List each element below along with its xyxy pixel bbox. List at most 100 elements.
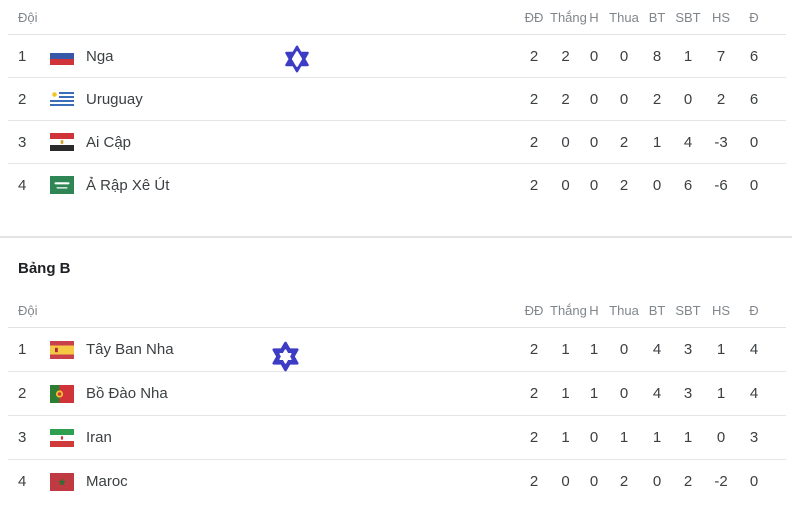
portugal-flag-icon <box>50 384 74 403</box>
stats-cells: 2 2 0 0 8 1 7 6 <box>518 48 786 65</box>
saudi-arabia-flag-icon <box>50 176 74 194</box>
stat-value-1: 0 <box>561 176 570 194</box>
stat-value-2: 0 <box>589 133 599 151</box>
stat-value-2: 0 <box>589 176 599 194</box>
stats-cells: 2 2 0 0 2 0 2 6 <box>518 91 786 108</box>
column-header-6: HS <box>711 303 731 318</box>
stat-value-3: 0 <box>619 385 629 402</box>
rank-number: 3 <box>18 133 27 151</box>
stat-value-0: 2 <box>529 47 539 65</box>
hexagram-marker-icon <box>283 45 311 73</box>
group-b-section: Bảng B Đội ĐĐ Thắng H Thua BT SBT HS Đ 1 Tây Ban Nh… <box>8 256 786 503</box>
stat-value-6: 0 <box>716 429 726 446</box>
table-row[interactable]: 2 Uruguay 2 2 0 0 2 0 2 6 <box>8 78 786 121</box>
table-row[interactable]: 1 Tây Ban Nha 2 1 1 0 4 3 1 4 <box>8 328 786 372</box>
stat-value-6: -3 <box>714 133 728 151</box>
stat-value-7: 0 <box>749 176 759 194</box>
hexagram-marker-icon <box>270 341 301 372</box>
stat-value-6: 1 <box>716 385 726 402</box>
table-header-row: Đội ĐĐ Thắng H Thua BT SBT HS Đ <box>8 0 786 35</box>
stat-value-3: 2 <box>619 176 629 194</box>
stat-value-0: 2 <box>529 90 539 108</box>
stats-header: ĐĐ Thắng H Thua BT SBT HS Đ <box>518 10 786 25</box>
table-row[interactable]: 3 Iran 2 1 0 1 1 1 0 3 <box>8 416 786 460</box>
stat-value-4: 0 <box>652 176 662 194</box>
column-header-5: SBT <box>675 9 701 25</box>
stat-value-5: 3 <box>683 341 693 358</box>
column-header-4: BT <box>648 9 666 25</box>
stat-value-7: 3 <box>749 429 759 446</box>
stat-value-0: 2 <box>529 341 539 358</box>
stat-value-7: 0 <box>749 473 759 490</box>
russia-flag-icon <box>50 47 74 65</box>
table-row[interactable]: 2 Bồ Đào Nha 2 1 1 0 4 3 1 4 <box>8 372 786 416</box>
column-header-7: Đ <box>749 9 759 25</box>
stat-value-4: 8 <box>652 47 662 65</box>
column-header-1: Thắng <box>550 303 587 318</box>
stat-value-2: 0 <box>589 47 599 65</box>
stat-value-3: 0 <box>619 90 629 108</box>
stat-value-4: 2 <box>652 90 662 108</box>
column-header-5: SBT <box>675 303 701 318</box>
stat-value-3: 1 <box>619 429 629 446</box>
table-row[interactable]: 3 Ai Cập 2 0 0 2 1 4 -3 0 <box>8 121 786 164</box>
stat-value-1: 0 <box>561 473 570 490</box>
uruguay-flag-icon <box>50 90 74 108</box>
stat-value-7: 6 <box>749 90 759 108</box>
rank-number: 4 <box>18 176 27 194</box>
stats-cells: 2 1 1 0 4 3 1 4 <box>518 385 786 402</box>
column-header-team: Đội <box>18 9 38 25</box>
stat-value-5: 1 <box>683 47 693 65</box>
stat-value-7: 4 <box>749 341 759 358</box>
egypt-flag-icon <box>50 133 74 151</box>
stat-value-1: 0 <box>561 133 570 151</box>
team-name: Ả Rập Xê Út <box>86 176 170 194</box>
team-name: Maroc <box>86 473 128 490</box>
column-header-7: Đ <box>749 303 759 318</box>
column-header-team: Đội <box>18 303 38 318</box>
column-header-2: H <box>589 303 599 318</box>
stat-value-0: 2 <box>529 385 539 402</box>
table-row[interactable]: 1 Nga 2 2 0 0 8 1 7 6 <box>8 35 786 78</box>
stat-value-2: 0 <box>589 429 599 446</box>
stat-value-5: 6 <box>683 176 693 194</box>
stat-value-5: 4 <box>683 133 693 151</box>
team-name: Ai Cập <box>86 133 132 151</box>
stat-value-4: 4 <box>652 385 662 402</box>
rank-number: 1 <box>18 47 27 65</box>
stat-value-6: 7 <box>716 47 726 65</box>
team-name: Tây Ban Nha <box>86 341 174 358</box>
stat-value-5: 1 <box>683 429 693 446</box>
column-header-3: Thua <box>609 9 639 25</box>
stat-value-1: 2 <box>561 47 570 65</box>
stat-value-0: 2 <box>529 473 539 490</box>
stat-value-4: 1 <box>652 133 662 151</box>
stat-value-3: 0 <box>619 341 629 358</box>
stat-value-7: 4 <box>749 385 759 402</box>
table-header-row: Đội ĐĐ Thắng H Thua BT SBT HS Đ <box>8 294 786 328</box>
stat-value-3: 2 <box>619 473 629 490</box>
stats-cells: 2 0 0 2 0 6 -6 0 <box>518 177 786 194</box>
stat-value-1: 2 <box>561 90 570 108</box>
stats-cells: 2 1 0 1 1 1 0 3 <box>518 429 786 446</box>
column-header-1: Thắng <box>550 9 587 25</box>
rank-number: 2 <box>18 90 27 108</box>
rank-number: 3 <box>18 429 27 446</box>
group-title: Bảng B <box>18 260 71 277</box>
table-row[interactable]: 4 Ả Rập Xê Út 2 0 0 2 0 6 -6 0 <box>8 164 786 206</box>
stat-value-6: 2 <box>716 90 726 108</box>
rank-number: 1 <box>18 341 27 358</box>
team-name: Bồ Đào Nha <box>86 385 168 402</box>
stat-value-5: 0 <box>683 90 693 108</box>
stat-value-2: 1 <box>589 341 599 358</box>
stats-cells: 2 1 1 0 4 3 1 4 <box>518 341 786 358</box>
rank-number: 2 <box>18 385 27 402</box>
stat-value-7: 6 <box>749 47 759 65</box>
stat-value-6: 1 <box>716 341 726 358</box>
table-row[interactable]: 4 Maroc 2 0 0 2 0 2 -2 0 <box>8 460 786 503</box>
stat-value-4: 0 <box>652 473 662 490</box>
group-a-section: Đội ĐĐ Thắng H Thua BT SBT HS Đ 1 Nga 2 2 0 0 8 1 7 6 2 Urug… <box>8 0 786 206</box>
stat-value-4: 1 <box>652 429 662 446</box>
stat-value-1: 1 <box>561 429 570 446</box>
